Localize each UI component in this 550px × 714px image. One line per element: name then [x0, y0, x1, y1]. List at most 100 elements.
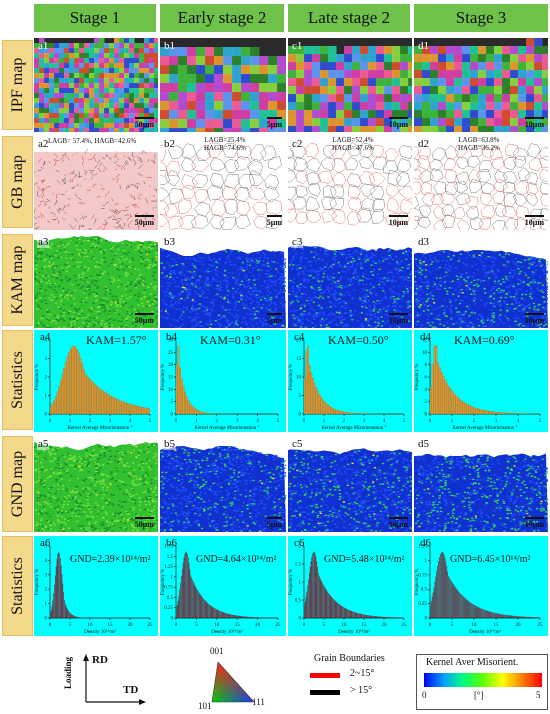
histogram-bar	[184, 391, 186, 415]
histogram-bar	[59, 380, 62, 415]
histogram-bar	[175, 363, 178, 415]
histogram-bar	[504, 614, 505, 618]
histogram-bar	[506, 412, 509, 415]
histogram-bar	[193, 583, 195, 618]
x-tick-label: 20	[255, 623, 261, 628]
histogram-bar	[349, 610, 351, 618]
histogram-bar	[442, 376, 445, 415]
histogram-bar	[534, 617, 536, 618]
histogram-bar	[231, 614, 232, 618]
histogram-bar	[186, 396, 188, 415]
histogram-bar	[73, 345, 75, 415]
histogram-bar	[525, 616, 526, 618]
histogram-bar	[304, 605, 305, 618]
histogram-bar	[455, 587, 457, 618]
histogram-bar	[384, 616, 386, 618]
y-tick-label: 15	[296, 357, 302, 362]
histogram-bar	[320, 579, 322, 618]
histogram-bar	[207, 603, 209, 618]
histogram-bar	[88, 377, 90, 415]
x-tick-label: 4	[517, 419, 520, 424]
histogram-bar	[331, 597, 333, 618]
histogram-bar	[501, 614, 503, 618]
x-axis-label: Kernel Average Misorientation °	[67, 426, 132, 431]
histogram-bar	[344, 607, 345, 618]
histogram-bar	[344, 608, 346, 618]
histogram-bar	[507, 615, 508, 618]
histogram-bar	[329, 594, 330, 618]
histogram-bar	[148, 408, 150, 415]
ipf-label-001: 001	[210, 646, 224, 656]
histogram-bar	[472, 603, 473, 618]
panel-tag: d4	[420, 331, 431, 343]
histogram-bar	[340, 605, 342, 618]
histogram-bar	[58, 386, 60, 415]
histogram-bar	[196, 588, 197, 618]
histogram-bar	[217, 609, 219, 618]
sample-axes-diagram	[83, 654, 146, 705]
histogram-bar	[221, 611, 222, 618]
y-tick-label: 3	[45, 573, 48, 578]
histogram-bar	[385, 616, 387, 618]
histogram-bar	[448, 386, 450, 415]
histogram-bar	[326, 590, 328, 618]
histogram-bar	[101, 390, 104, 415]
x-axis-label: Density 10¹⁴/m²	[338, 629, 370, 635]
gnd-histogram-b6: 0 5 10 15 20 25 0 0.25 0.5 0.75 1 1.25 1.5 1.75 Densit…	[160, 536, 286, 636]
histogram-bar	[199, 411, 202, 415]
histogram-bar	[83, 369, 85, 415]
histogram-bar	[524, 616, 526, 618]
histogram-bar	[452, 583, 454, 618]
gnd-histogram-c6: 0 5 10 15 20 25 0 0.5 1 1.5 2 Density 10¹⁴/m² Freque…	[288, 536, 412, 636]
histogram-bar	[391, 617, 393, 618]
row-label-gnd: GND map	[2, 436, 33, 532]
histogram-bar	[74, 346, 77, 415]
histogram-bar	[491, 612, 493, 618]
histogram-bar	[257, 617, 259, 618]
histogram-bar	[479, 607, 481, 618]
histogram-bar	[192, 579, 193, 618]
x-tick-label: 25	[276, 623, 282, 628]
histogram-bar	[440, 554, 441, 618]
gnd-map-a5: a5 50μm	[34, 436, 158, 532]
histogram-bar	[518, 616, 519, 618]
histogram-bar	[311, 556, 313, 618]
histogram-bar	[338, 603, 339, 618]
histogram-bar	[354, 612, 355, 618]
histogram-bar	[390, 617, 392, 618]
histogram-bar	[330, 596, 332, 618]
histogram-bar	[250, 616, 252, 618]
x-tick-label: 0	[49, 419, 52, 424]
histogram-bar	[124, 402, 127, 415]
histogram-bar	[227, 613, 228, 618]
histogram-bar	[75, 616, 77, 618]
x-axis-label: Density 10¹⁴/m²	[469, 629, 501, 635]
histogram-bar	[181, 568, 183, 618]
histogram-bar	[522, 616, 524, 618]
histogram-bar	[472, 406, 474, 415]
gb-fraction-text: LAGB= 57.4%, HAGB=42.6%	[48, 137, 137, 145]
histogram-bar	[205, 601, 207, 618]
y-tick-label: 5	[171, 400, 174, 405]
histogram-bar	[320, 397, 323, 415]
histogram-bar	[508, 413, 511, 415]
panel-tag: c5	[291, 438, 304, 450]
gb-fraction-text: LAGB=52.4% HAGB=47.6%	[332, 136, 374, 152]
histogram-bar	[496, 613, 497, 618]
histogram-bar	[74, 615, 75, 618]
y-tick-label: 0	[425, 617, 428, 622]
histogram-bar	[517, 413, 520, 415]
histogram-bar	[334, 599, 335, 618]
histogram-bar	[209, 604, 210, 618]
histogram-bar	[359, 613, 360, 618]
histogram-bar	[463, 597, 465, 618]
x-axis-label: Density 10¹⁴/m²	[84, 629, 116, 635]
histogram-bar	[394, 617, 395, 618]
histogram-bar	[218, 610, 220, 618]
histogram-bar	[369, 615, 370, 618]
histogram-bar	[468, 405, 471, 415]
kam-max-label: 5	[536, 690, 541, 700]
histogram-bar	[60, 565, 62, 618]
histogram-bar	[312, 553, 313, 618]
histogram-bar	[84, 373, 87, 415]
